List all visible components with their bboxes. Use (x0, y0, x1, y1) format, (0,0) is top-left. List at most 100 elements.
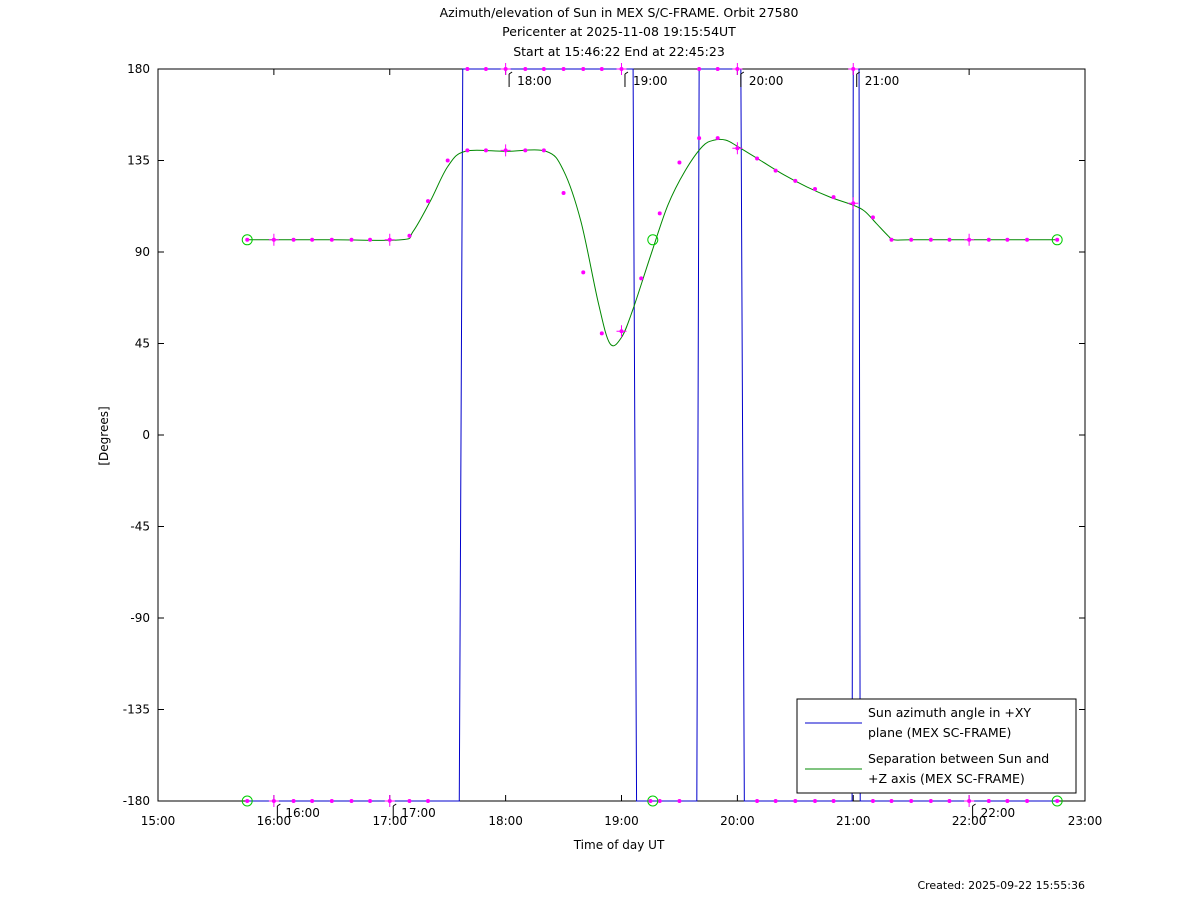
hour-cross-marker (268, 795, 279, 807)
separation-sample-dot (1005, 237, 1010, 242)
separation-sample-dot (793, 178, 798, 183)
hour-marker-tick (856, 71, 861, 75)
hour-marker-label: 18:00 (517, 74, 552, 88)
chart-title-line-3: Start at 15:46:22 End at 22:45:23 (513, 44, 725, 59)
y-tick-label: 180 (127, 62, 150, 76)
azimuth-sample-dot (425, 799, 430, 803)
separation-sample-dot (349, 237, 354, 242)
separation-sample-dot (947, 237, 952, 242)
separation-sample-dot (368, 237, 373, 242)
separation-sample-dot (909, 237, 914, 242)
azimuth-sample-dot (1025, 799, 1030, 803)
y-tick-label: 0 (142, 428, 150, 442)
hour-cross-marker (616, 63, 627, 75)
plot-frame (157, 68, 1086, 802)
endpoint-circle-marker (647, 795, 659, 807)
separation-sample-dot (831, 195, 836, 200)
hour-marker-tick (508, 71, 513, 75)
hour-marker-tick (277, 803, 281, 807)
y-tick-label: 135 (127, 154, 150, 168)
azimuth-sample-dot (368, 799, 373, 803)
x-tick-label: 19:00 (604, 814, 639, 828)
azimuth-sample-dot (909, 799, 914, 803)
x-tick-label: 16:00 (257, 814, 292, 828)
hour-cross-marker (384, 795, 395, 807)
azimuth-sample-dot (245, 799, 250, 803)
separation-sample-dot (755, 156, 760, 161)
legend: Sun azimuth angle in +XY plane (MEX SC-FR… (796, 698, 1077, 794)
azimuth-sample-dot (465, 67, 470, 71)
separation-sample-dot (677, 160, 682, 165)
separation-sample-dot (773, 168, 778, 173)
azimuth-sample-dot (648, 799, 653, 803)
hour-cross-marker (848, 197, 859, 210)
azimuth-sample-dot (541, 67, 546, 71)
azimuth-sample-dot (677, 799, 682, 803)
separation-sample-dot (523, 148, 528, 153)
y-tick-label: -180 (123, 794, 150, 808)
separation-sample-dot (697, 136, 702, 141)
separation-sample-dot (445, 158, 450, 163)
azimuth-sample-dot (523, 67, 528, 71)
plot-area: 15:00 16:00 17:00 18:00 19:00 20:00 21:00 22:00… (123, 62, 1103, 828)
y-tick-label: 45 (135, 337, 150, 351)
separation-sample-dot (310, 237, 315, 242)
azimuth-sample-dot (870, 799, 875, 803)
azimuth-sample-dot (291, 799, 296, 803)
separation-sample-dot (465, 148, 470, 153)
azimuth-sample-dot (697, 67, 702, 71)
hour-cross-marker (964, 795, 975, 807)
separation-sample-dot (425, 199, 430, 204)
hour-marker-label: 21:00 (865, 74, 900, 88)
separation-sample-dot (986, 237, 991, 242)
hour-cross-marker (500, 63, 511, 75)
azimuth-sample-dot (581, 67, 586, 71)
x-tick-label: 15:00 (141, 814, 176, 828)
hour-cross-marker (616, 325, 627, 338)
endpoint-circle-marker (1051, 234, 1063, 246)
azimuth-sample-dot (986, 799, 991, 803)
azimuth-sample-dot (793, 799, 798, 803)
y-tick-label: -45 (130, 520, 150, 534)
azimuth-sample-dot (407, 799, 412, 803)
separation-sample-dot (889, 237, 894, 242)
y-axis-label: [Degrees] (97, 406, 111, 465)
x-tick-label: 20:00 (720, 814, 755, 828)
separation-sample-dot (928, 237, 933, 242)
separation-sample-dot (657, 211, 662, 216)
x-tick-label: 22:00 (952, 814, 987, 828)
azimuth-sample-dot (831, 799, 836, 803)
azimuth-sample-dot (329, 799, 334, 803)
endpoint-circle-marker (1051, 795, 1063, 807)
hour-cross-marker (500, 144, 511, 157)
azimuth-sample-dot (657, 799, 662, 803)
azimuth-sample-dot (755, 799, 760, 803)
azimuth-sample-dot (483, 67, 488, 71)
separation-sample-dot (813, 186, 818, 191)
created-timestamp: Created: 2025-09-22 15:55:36 (917, 879, 1085, 892)
azimuth-sample-dot (310, 799, 315, 803)
hour-cross-marker (384, 233, 395, 246)
hour-cross-marker (732, 142, 743, 155)
series-line-azimuth (247, 68, 1058, 802)
legend-label: Separation between Sun and (868, 751, 1049, 766)
hour-marker-label: 17:00 (401, 806, 436, 820)
legend-label: +Z axis (MEX SC-FRAME) (868, 771, 1025, 786)
endpoint-circle-marker (241, 234, 253, 246)
azimuth-sample-dot (1055, 799, 1060, 803)
azimuth-sample-dot (928, 799, 933, 803)
azimuth-sample-dot (715, 67, 720, 71)
separation-sample-dot (1025, 237, 1030, 242)
azimuth-sample-dot (1005, 799, 1010, 803)
chart-title-line-2: Pericenter at 2025-11-08 19:15:54UT (502, 24, 736, 39)
chart-title-line-1: Azimuth/elevation of Sun in MEX S/C-FRAM… (440, 5, 799, 20)
hour-marker-label: 16:00 (285, 806, 320, 820)
hour-marker-tick (972, 803, 976, 807)
hour-cross-marker (964, 233, 975, 246)
hour-marker-tick (624, 71, 629, 75)
separation-sample-dot (245, 237, 250, 242)
hour-marker-tick (392, 803, 397, 807)
azimuth-sample-dot (561, 67, 566, 71)
separation-sample-dot (639, 276, 644, 281)
